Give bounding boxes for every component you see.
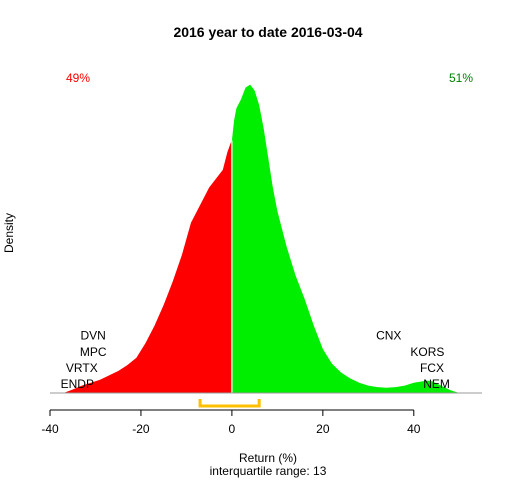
best-stocks-labels: CNX KORS FCX NEM <box>376 329 450 391</box>
stock-label: KORS <box>410 345 444 359</box>
positive-returns-area <box>231 84 460 393</box>
stock-label: FCX <box>420 361 444 375</box>
stock-label: DVN <box>81 329 106 343</box>
x-tick-label: 20 <box>316 422 330 436</box>
stock-label: CNX <box>376 329 401 343</box>
x-axis-label: Return (%) <box>239 451 297 465</box>
x-axis: -40 -20 0 20 40 <box>41 409 421 436</box>
stock-label: VRTX <box>66 361 98 375</box>
negative-returns-area <box>63 140 232 393</box>
stock-label: MPC <box>80 345 107 359</box>
y-axis-label: Density <box>2 213 16 253</box>
chart-title: 2016 year to date 2016-03-04 <box>173 24 362 40</box>
positive-share-label: 51% <box>449 71 473 85</box>
interquartile-range-bracket <box>198 399 261 408</box>
worst-stocks-labels: DVN MPC VRTX ENDP <box>61 329 107 391</box>
plot-area <box>63 84 460 393</box>
x-tick-label: -20 <box>132 422 150 436</box>
iqr-caption: interquartile range: 13 <box>210 464 327 478</box>
x-tick-label: 0 <box>229 422 236 436</box>
stock-label: ENDP <box>61 377 94 391</box>
negative-share-label: 49% <box>66 71 90 85</box>
x-tick-label: -40 <box>41 422 59 436</box>
x-tick-label: 40 <box>407 422 421 436</box>
stock-label: NEM <box>423 377 450 391</box>
